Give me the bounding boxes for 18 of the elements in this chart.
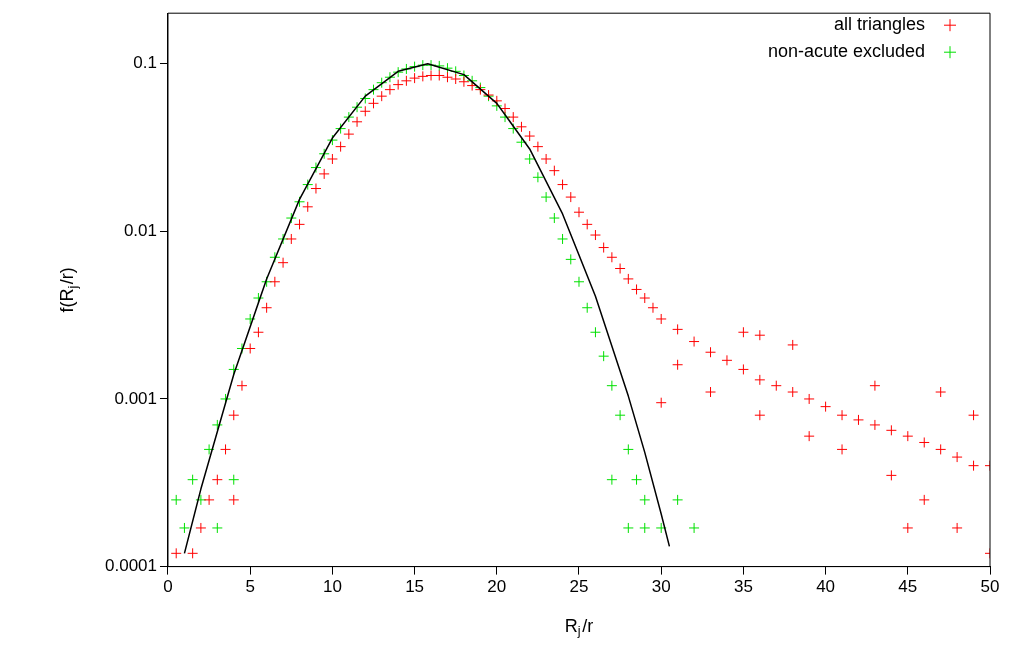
y-axis-title: f(Rj/r) (56, 267, 80, 313)
y-tick-label: 0.0001 (105, 556, 157, 576)
x-tick-label: 50 (980, 577, 1000, 597)
y-tick-label: 0.01 (123, 221, 157, 240)
x-tick-label: 20 (487, 577, 507, 597)
y-tick-label: 0.1 (133, 53, 157, 73)
x-tick-label: 30 (651, 577, 671, 597)
legend-label: non-acute excluded (767, 41, 925, 62)
x-tick-label: 45 (898, 577, 918, 597)
x-tick-label: 5 (245, 577, 255, 597)
x-tick-label: 15 (405, 577, 425, 597)
x-tick-label: 40 (816, 577, 836, 597)
y-tick-label: 0.001 (114, 388, 157, 408)
legend-label: all triangles (833, 14, 925, 35)
x-tick-label: 25 (569, 577, 589, 597)
x-tick-label: 35 (733, 577, 753, 597)
x-tick-label: 0 (163, 577, 173, 597)
x-tick-label: 10 (322, 577, 342, 597)
